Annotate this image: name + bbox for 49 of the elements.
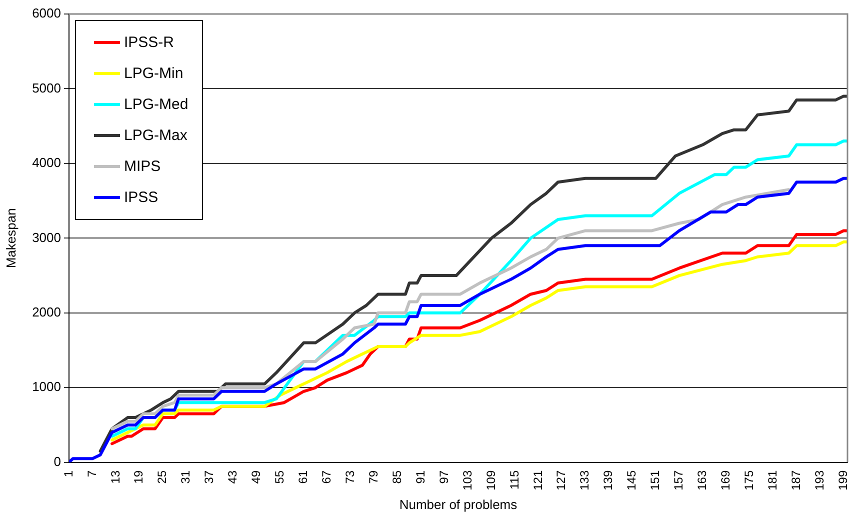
x-tick-label: 19 (132, 470, 146, 484)
x-tick-label: 181 (765, 470, 780, 490)
x-tick-label: 1 (61, 470, 76, 478)
legend-label: IPSS (124, 189, 158, 206)
x-tick-label: 121 (530, 470, 545, 490)
x-tick-label: 61 (296, 470, 310, 484)
y-axis-title: Makespan (3, 208, 18, 268)
x-tick-label: 49 (249, 470, 264, 484)
x-tick-label: 7 (84, 470, 99, 478)
x-tick-label: 151 (648, 470, 662, 490)
y-tick-label: 2000 (32, 304, 61, 320)
x-tick-label: 91 (413, 470, 428, 484)
x-tick-label: 79 (366, 470, 380, 484)
x-tick-label: 85 (390, 470, 404, 484)
x-tick-label: 187 (788, 470, 803, 490)
y-tick-label: 0 (54, 454, 61, 469)
x-tick-label: 43 (226, 470, 240, 484)
x-tick-label: 193 (812, 470, 826, 490)
x-tick-label: 127 (554, 470, 568, 490)
x-tick-label: 115 (507, 470, 522, 490)
x-tick-label: 175 (742, 470, 756, 490)
x-tick-label: 55 (272, 470, 287, 484)
x-tick-label: 133 (578, 470, 592, 490)
x-tick-label: 25 (155, 470, 170, 484)
legend-label: LPG-Med (124, 96, 188, 113)
x-tick-label: 199 (836, 470, 850, 490)
x-tick-label: 73 (342, 470, 357, 484)
x-tick-label: 103 (460, 470, 474, 490)
y-tick-label: 3000 (32, 230, 61, 245)
x-tick-label: 163 (695, 470, 710, 490)
y-tick-label: 1000 (32, 379, 61, 394)
legend-label: IPSS-R (124, 34, 174, 51)
x-tick-label: 157 (672, 470, 686, 490)
y-tick-label: 5000 (32, 80, 61, 96)
legend-label: LPG-Min (124, 65, 184, 82)
y-tick-label: 4000 (32, 155, 61, 170)
x-axis-title: Number of problems (399, 496, 518, 512)
x-tick-label: 169 (718, 470, 733, 490)
legend-label: MIPS (124, 158, 161, 175)
x-tick-label: 67 (320, 470, 334, 484)
x-tick-label: 31 (178, 470, 193, 484)
x-tick-label: 13 (108, 470, 122, 484)
x-tick-label: 97 (436, 470, 451, 484)
x-tick-label: 145 (624, 470, 639, 490)
x-tick-label: 109 (484, 470, 498, 490)
x-tick-label: 37 (202, 470, 216, 484)
x-tick-label: 139 (601, 470, 616, 490)
y-tick-label: 6000 (32, 6, 61, 21)
legend-label: LPG-Max (124, 127, 188, 144)
